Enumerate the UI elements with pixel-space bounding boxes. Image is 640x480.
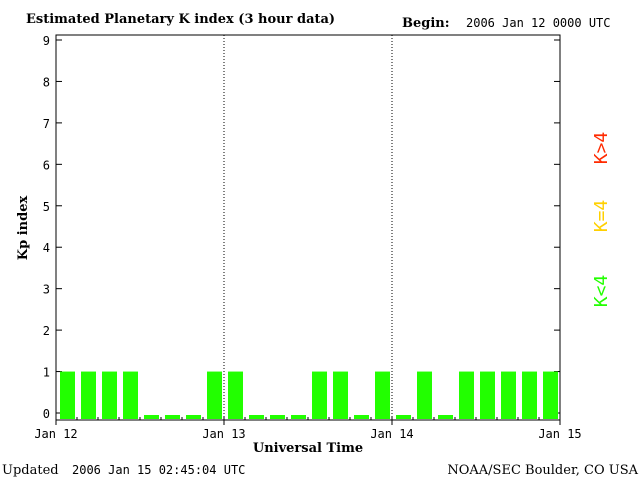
y-tick-label: 2	[43, 324, 50, 338]
y-tick-label: 5	[43, 200, 50, 214]
kp-bar	[396, 415, 411, 419]
x-tick-label: Jan 14	[370, 427, 413, 441]
kp-bar	[144, 415, 159, 419]
kp-bar	[417, 371, 432, 419]
begin-label: Begin:	[402, 16, 450, 31]
kp-bar	[522, 371, 537, 419]
kp-bar	[354, 415, 369, 419]
kp-bar	[459, 371, 474, 419]
kp-bar	[312, 371, 327, 419]
y-axis-title: Kp index	[16, 196, 31, 261]
source-credit: NOAA/SEC Boulder, CO USA	[447, 463, 638, 478]
chart-title: Estimated Planetary K index (3 hour data…	[26, 12, 335, 27]
legend-low: K<4	[591, 275, 612, 308]
kp-bar	[60, 371, 75, 419]
kp-bar	[438, 415, 453, 419]
begin-value: 2006 Jan 12 0000 UTC	[466, 16, 611, 30]
y-tick-label: 7	[43, 117, 50, 131]
kp-bar	[186, 415, 201, 419]
kp-bar	[480, 371, 495, 419]
updated-label: Updated	[2, 463, 59, 478]
updated-value: 2006 Jan 15 02:45:04 UTC	[72, 463, 245, 477]
day-dividers	[223, 35, 393, 420]
plot-frame	[55, 34, 561, 421]
y-tick-label: 8	[43, 75, 50, 89]
kp-bar	[375, 371, 390, 419]
kp-bar	[102, 371, 117, 419]
kp-bar	[543, 371, 558, 419]
kp-bar	[123, 371, 138, 419]
kp-bar	[249, 415, 264, 419]
bar-series	[60, 371, 558, 419]
y-tick-label: 6	[43, 158, 50, 172]
kp-bar	[501, 371, 516, 419]
x-tick-label: Jan 12	[34, 427, 77, 441]
y-tick-label: 4	[43, 241, 50, 255]
y-tick-label: 0	[43, 407, 50, 421]
kp-bar	[333, 371, 348, 419]
kp-bar	[165, 415, 180, 419]
x-tick-label: Jan 15	[538, 427, 581, 441]
legend-high: K>4	[591, 132, 612, 165]
legend-equal: K=4	[591, 200, 612, 233]
x-tick-label: Jan 13	[202, 427, 245, 441]
kp-bar	[228, 371, 243, 419]
y-tick-label: 3	[43, 283, 50, 297]
kp-bar	[81, 371, 96, 419]
y-tick-label: 1	[43, 366, 50, 380]
kp-bar	[291, 415, 306, 419]
x-axis: Jan 12 Jan 13 Jan 14 Jan 15	[34, 417, 582, 441]
y-tick-label: 9	[43, 34, 50, 48]
y-axis: 0 1 2 3 4 5 6 7 8 9	[43, 34, 560, 421]
x-axis-title: Universal Time	[253, 441, 363, 456]
kp-bar	[207, 371, 222, 419]
kp-bar	[270, 415, 285, 419]
